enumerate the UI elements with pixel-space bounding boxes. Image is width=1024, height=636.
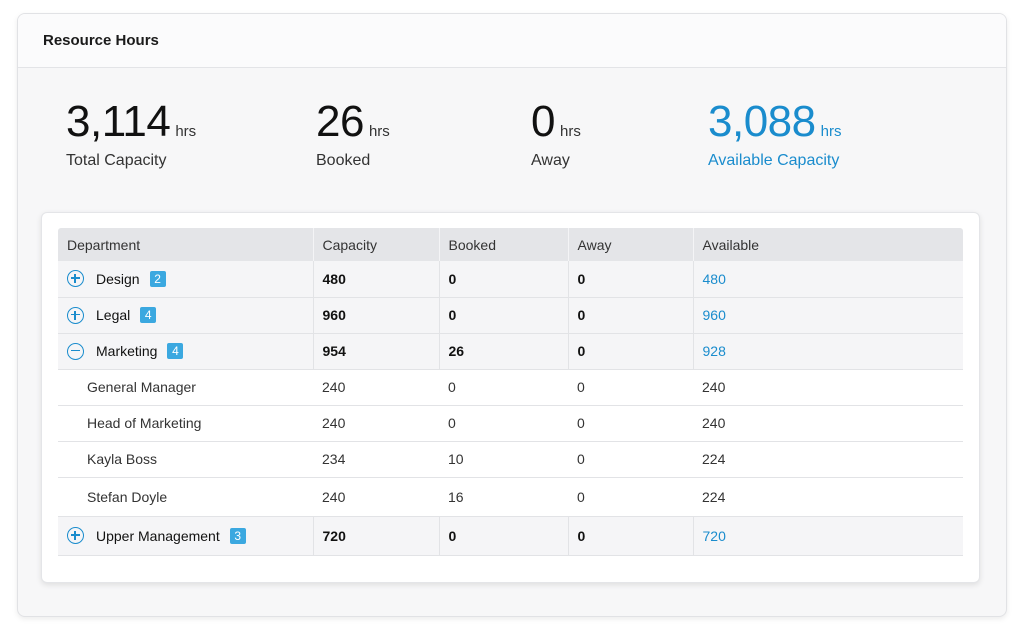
plus-circle-icon[interactable]: [67, 306, 84, 324]
department-row-upper-management[interactable]: Upper Management 3 720 0 0 720: [58, 516, 963, 556]
member-count-badge: 4: [167, 343, 184, 359]
department-name: Upper Management: [96, 527, 220, 544]
resource-hours-card: Resource Hours 3,114 hrs Total Capacity …: [17, 13, 1007, 617]
member-row: Stefan Doyle 240 16 0 224: [58, 477, 963, 517]
member-row: Kayla Boss 234 10 0 224: [58, 441, 963, 478]
booked-cell: 0: [439, 297, 569, 334]
capacity-cell: 954: [313, 333, 440, 370]
column-header-capacity[interactable]: Capacity: [313, 228, 440, 261]
column-header-available[interactable]: Available: [693, 228, 963, 261]
column-header-department[interactable]: Department: [58, 228, 314, 261]
booked-cell: 10: [439, 441, 568, 478]
card-title: Resource Hours: [43, 32, 159, 49]
stat-value: 0: [531, 97, 555, 146]
capacity-cell: 240: [313, 369, 439, 406]
member-name: Stefan Doyle: [58, 477, 313, 517]
away-cell: 0: [568, 333, 694, 370]
capacity-cell: 240: [313, 477, 439, 517]
plus-circle-icon[interactable]: [67, 527, 84, 544]
available-cell: 240: [693, 369, 963, 406]
stat-value: 26: [316, 97, 364, 146]
booked-cell: 0: [439, 369, 568, 406]
stat-value: 3,088: [708, 97, 816, 146]
member-name: Kayla Boss: [58, 441, 313, 478]
capacity-cell: 234: [313, 441, 439, 478]
stat-unit: hrs: [559, 123, 581, 140]
stat-unit: hrs: [175, 123, 197, 140]
stat-away: 0 hrs Away: [531, 96, 581, 170]
stat-unit: hrs: [368, 123, 390, 140]
member-count-badge: 3: [229, 527, 246, 544]
table-header-row: Department Capacity Booked Away Availabl…: [58, 228, 963, 261]
plus-circle-icon[interactable]: [67, 270, 84, 288]
away-cell: 0: [568, 297, 694, 334]
department-name: Marketing: [96, 343, 158, 359]
stat-available-capacity: 3,088 hrs Available Capacity: [708, 96, 841, 170]
department-row-design[interactable]: Design 2 480 0 0 480: [58, 261, 963, 298]
available-cell: 928: [693, 333, 963, 370]
department-row-marketing[interactable]: Marketing 4 954 26 0 928: [58, 333, 963, 370]
column-header-away[interactable]: Away: [568, 228, 694, 261]
away-cell: 0: [568, 261, 694, 298]
away-cell: 0: [568, 516, 694, 556]
stat-label: Away: [531, 152, 570, 169]
available-cell: 480: [693, 261, 963, 298]
booked-cell: 26: [439, 333, 569, 370]
capacity-cell: 720: [313, 516, 440, 556]
member-row: General Manager 240 0 0 240: [58, 369, 963, 406]
capacity-cell: 960: [313, 297, 440, 334]
card-header: Resource Hours: [18, 14, 1006, 68]
stat-label: Total Capacity: [66, 152, 167, 169]
member-count-badge: 4: [140, 307, 157, 323]
away-cell: 0: [568, 405, 693, 442]
available-cell: 240: [693, 405, 963, 442]
department-name: Design: [96, 270, 140, 287]
member-name: General Manager: [58, 369, 313, 406]
member-row: Head of Marketing 240 0 0 240: [58, 405, 963, 442]
department-cell: Marketing 4: [58, 333, 314, 370]
available-cell: 960: [693, 297, 963, 334]
department-row-legal[interactable]: Legal 4 960 0 0 960: [58, 297, 963, 334]
booked-cell: 16: [439, 477, 568, 517]
department-table: Department Capacity Booked Away Availabl…: [58, 228, 963, 556]
available-cell: 720: [693, 516, 963, 556]
member-name: Head of Marketing: [58, 405, 313, 442]
stats-summary: 3,114 hrs Total Capacity 26 hrs Booked 0…: [18, 68, 1006, 208]
away-cell: 0: [568, 369, 693, 406]
capacity-cell: 480: [313, 261, 440, 298]
minus-circle-icon[interactable]: [67, 342, 84, 360]
booked-cell: 0: [439, 516, 569, 556]
available-cell: 224: [693, 441, 963, 478]
department-cell: Legal 4: [58, 297, 314, 334]
stat-label: Booked: [316, 152, 371, 169]
stat-label: Available Capacity: [708, 152, 840, 169]
away-cell: 0: [568, 441, 693, 478]
available-cell: 224: [693, 477, 963, 517]
department-cell: Upper Management 3: [58, 516, 314, 556]
booked-cell: 0: [439, 405, 568, 442]
member-count-badge: 2: [149, 270, 166, 287]
away-cell: 0: [568, 477, 693, 517]
stat-total-capacity: 3,114 hrs Total Capacity: [66, 96, 196, 170]
department-table-card: Department Capacity Booked Away Availabl…: [41, 212, 980, 583]
booked-cell: 0: [439, 261, 569, 298]
capacity-cell: 240: [313, 405, 439, 442]
column-header-booked[interactable]: Booked: [439, 228, 569, 261]
stat-booked: 26 hrs Booked: [316, 96, 390, 170]
department-cell: Design 2: [58, 261, 314, 298]
stat-value: 3,114: [66, 97, 171, 146]
department-name: Legal: [96, 307, 131, 323]
stat-unit: hrs: [820, 123, 842, 140]
